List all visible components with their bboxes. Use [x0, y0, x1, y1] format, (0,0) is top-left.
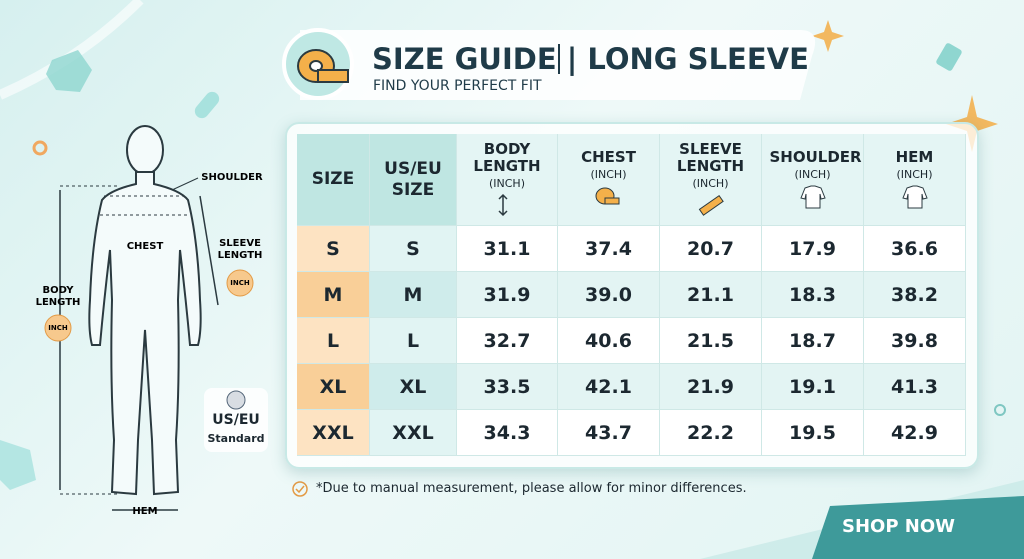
table-cell: 40.6	[558, 318, 660, 364]
label: HEM	[132, 506, 157, 517]
table-cell: M	[370, 272, 457, 318]
table-cell: S	[297, 226, 370, 272]
measure-lines	[60, 185, 190, 495]
table-cell: 42.9	[864, 410, 966, 456]
inch-circle	[44, 314, 72, 342]
header-cell: HEM (INCH)	[864, 134, 966, 226]
table-cell: 37.4	[558, 226, 660, 272]
flag-icon	[226, 390, 246, 410]
table-cell: 19.1	[762, 364, 864, 410]
table-cell: 43.7	[558, 410, 660, 456]
column-label: CHEST	[581, 148, 636, 166]
badge-line: Standard	[207, 432, 265, 445]
table-cell: 20.7	[660, 226, 762, 272]
table-cell: 18.3	[762, 272, 864, 318]
badge-bg	[204, 388, 268, 452]
gem	[936, 43, 962, 71]
column-label: SLEEVE LENGTH	[676, 139, 745, 175]
table-cell: 22.2	[660, 410, 762, 456]
sleeve-arrow	[199, 195, 219, 306]
body-figure	[88, 125, 202, 496]
table-cell: 33.5	[457, 364, 558, 410]
pill	[194, 91, 220, 119]
pointer	[171, 177, 199, 191]
table-cell: 31.1	[457, 226, 558, 272]
header-cell: SIZE	[297, 134, 370, 226]
inch-circle	[226, 269, 254, 297]
table-cell: 21.9	[660, 364, 762, 410]
note: *Due to manual measurement, please allow…	[316, 481, 747, 496]
table-cell: 34.3	[457, 410, 558, 456]
table-cell: M	[297, 272, 370, 318]
column-icon	[595, 187, 619, 205]
column-label: SIZE	[311, 169, 355, 189]
table-cell: XL	[370, 364, 457, 410]
table-cell: 18.7	[762, 318, 864, 364]
table-cell: L	[297, 318, 370, 364]
column-label: HEM	[895, 148, 934, 166]
table-panel: SIZE US/EU SIZE BODY LENGTH (INCH) CHEST (INC…	[285, 122, 979, 469]
table-cell: 41.3	[864, 364, 966, 410]
header-cell: CHEST (INCH)	[558, 134, 660, 226]
gem	[0, 440, 36, 490]
shop-label[interactable]: SHOP NOW	[842, 516, 956, 537]
table-cell: 17.9	[762, 226, 864, 272]
title: SIZE GUIDE | LONG SLEEVE	[372, 42, 809, 76]
header-cell: US/EU SIZE	[370, 134, 457, 226]
shop-button[interactable]	[812, 496, 1024, 559]
table-cell: S	[370, 226, 457, 272]
column-unit: (INCH)	[488, 176, 525, 190]
column-unit: (INCH)	[692, 176, 729, 190]
column-unit: (INCH)	[590, 168, 627, 181]
label: INCH	[48, 324, 68, 332]
header-cell: BODY LENGTH (INCH)	[457, 134, 558, 226]
table-cell: XXL	[297, 410, 370, 456]
subtitle: FIND YOUR PERFECT FIT	[373, 78, 542, 94]
check-icon	[295, 485, 305, 494]
column-icon	[799, 185, 826, 209]
table-cell: 38.2	[864, 272, 966, 318]
table-cell: XL	[297, 364, 370, 410]
sparkle	[812, 20, 844, 52]
ring	[994, 404, 1006, 416]
table-cell: 31.9	[457, 272, 558, 318]
column-icon	[498, 193, 508, 216]
table-cell: 42.1	[558, 364, 660, 410]
label: CHEST	[127, 241, 164, 252]
label: INCH	[230, 279, 250, 287]
table-cell: XXL	[370, 410, 457, 456]
title-bg	[300, 30, 816, 100]
column-label: US/EU SIZE	[384, 158, 442, 200]
column-unit: (INCH)	[794, 168, 831, 181]
column-icon	[901, 185, 928, 209]
column-unit: (INCH)	[896, 168, 933, 181]
header-cell: SHOULDER (INCH)	[762, 134, 864, 226]
column-label: BODY LENGTH	[473, 139, 541, 175]
header-cell: SLEEVE LENGTH (INCH)	[660, 134, 762, 226]
tape-icon	[309, 60, 323, 72]
table-cell: 36.6	[864, 226, 966, 272]
label: SHOULDER	[201, 172, 263, 183]
table-cell: 21.1	[660, 272, 762, 318]
ring	[32, 140, 48, 156]
gem	[46, 50, 92, 92]
column-icon	[698, 194, 724, 216]
tape-icon	[317, 69, 349, 83]
table-cell: 19.5	[762, 410, 864, 456]
table-cell: 39.8	[864, 318, 966, 364]
table-cell: 39.0	[558, 272, 660, 318]
check-icon	[292, 481, 308, 497]
badge-line: US/EU	[212, 412, 260, 428]
column-label: SHOULDER	[769, 148, 862, 166]
body-outline	[88, 171, 202, 496]
head	[126, 125, 164, 175]
table-cell: L	[370, 318, 457, 364]
table-cell: 32.7	[457, 318, 558, 364]
table-cell: 21.5	[660, 318, 762, 364]
